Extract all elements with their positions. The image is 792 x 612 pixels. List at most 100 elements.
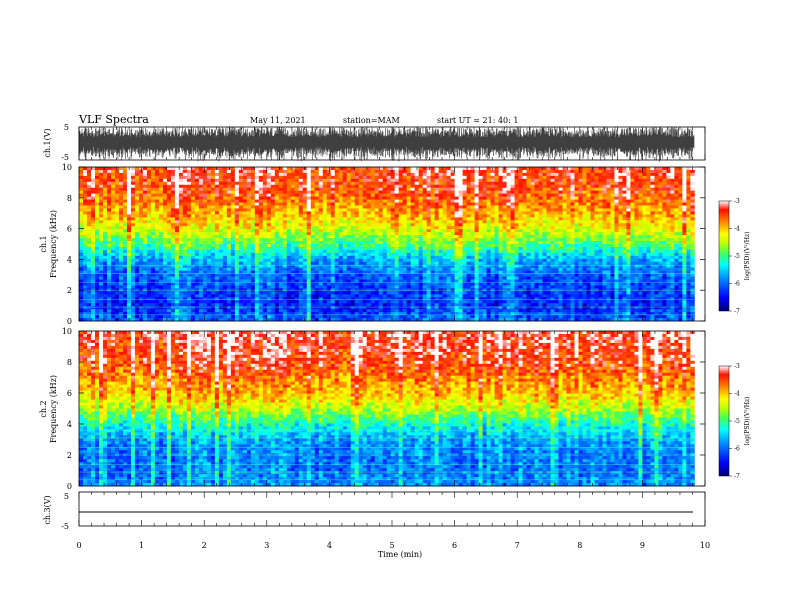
ch1-spectrogram-cell (110, 220, 116, 224)
ch1-spectrogram-cell (674, 205, 679, 209)
ch1-spectrogram-cell (650, 232, 655, 236)
ch1-spectrogram-cell (122, 208, 128, 212)
ch1-spectrogram-cell (482, 229, 487, 233)
ch1-spectrogram-cell (174, 167, 180, 171)
ch1-spectrogram-cell (158, 175, 164, 180)
ch1-spectrogram-cell (386, 223, 392, 227)
ch1-spectrogram-cell (574, 235, 579, 239)
ch1-spectrogram-cell (178, 241, 184, 245)
ch1-spectrogram-cell (402, 208, 408, 212)
ch1-spectrogram-cell (542, 187, 547, 192)
ch1-spectrogram-cell (418, 190, 424, 195)
ch1-spectrogram-cell (234, 175, 240, 180)
ch1-spectrogram-cell (158, 202, 164, 206)
ch1-spectrogram-cell (202, 208, 208, 212)
ch1-spectrogram-cell (246, 220, 252, 224)
ch1-spectrogram-cell (318, 214, 324, 218)
ch1-spectrogram-cell (318, 187, 324, 192)
ch1-spectrogram-cell (110, 261, 116, 266)
ch1-spectrogram-cell (282, 246, 288, 251)
ch1-spectrogram-cell (478, 196, 483, 200)
ch1-spectrogram-cell (426, 252, 432, 257)
ch1-spectrogram-cell (186, 169, 192, 174)
ch1-spectrogram-cell (602, 252, 607, 257)
ch1-spectrogram-cell (130, 187, 136, 192)
ch1-spectrogram-cell (506, 238, 511, 242)
ch1-spectrogram-cell (126, 223, 132, 227)
ch1-spectrogram-cell (626, 238, 631, 242)
ch1-spectrogram-cell (510, 196, 515, 200)
ch1-spectrogram-cell (322, 172, 328, 177)
ch1-spectrogram-cell (478, 175, 483, 180)
ch1-spectrogram-cell (362, 217, 368, 221)
ch1-spectrogram-cell (530, 249, 535, 254)
ch1-spectrogram-cell (326, 252, 332, 257)
ch1-spectrogram-cell (162, 178, 168, 183)
ch1-spectrogram-cell (546, 252, 551, 257)
ch1-spectrogram-cell (174, 246, 180, 251)
ch1-spectrogram-cell (562, 255, 567, 260)
ch1-spectrogram-cell (562, 193, 567, 198)
ch1-spectrogram-cell (626, 241, 631, 245)
ch1-spectrogram-cell (498, 232, 503, 236)
ch1-spectrogram-cell (326, 167, 332, 171)
ch1-spectrogram-cell (322, 184, 328, 189)
ch1-spectrogram-cell (83, 252, 88, 257)
ch1-spectrogram-cell (446, 169, 452, 174)
ch1-spectrogram-cell (79, 223, 84, 227)
ch1-spectrogram-cell (350, 202, 356, 206)
ch1-spectrogram-cell (330, 190, 336, 195)
ch1-spectrogram-cell (126, 220, 132, 224)
ch1-spectrogram-cell (418, 178, 424, 183)
ch1-spectrogram-cell (290, 175, 296, 180)
ch1-spectrogram-cell (262, 261, 268, 266)
ch1-spectrogram-cell (670, 190, 675, 195)
ch1-spectrogram-cell (314, 208, 320, 212)
ch1-spectrogram-cell (446, 226, 452, 230)
ch1-spectrogram-cell (198, 249, 204, 254)
ch1-spectrogram-cell (438, 217, 444, 221)
ch1-spectrogram-cell (206, 246, 212, 251)
ch1-spectrogram-cell (630, 172, 635, 177)
ch1-spectrogram-cell (318, 246, 324, 251)
ch1-spectrogram-cell (462, 214, 467, 218)
ch1-spectrogram-cell (414, 244, 420, 248)
ch1-spectrogram-cell (546, 244, 551, 248)
ch1-spectrogram-cell (386, 258, 392, 263)
ch1-spectrogram-cell (410, 187, 416, 192)
ch1-spectrogram-cell (558, 190, 563, 195)
ch1-spectrogram-cell (226, 261, 232, 266)
ch1-spectrogram-cell (102, 167, 108, 171)
ch1-spectrogram-cell (422, 175, 428, 180)
ch1-spectrogram-cell (622, 244, 627, 248)
ch1-spectrogram-cell (494, 187, 499, 192)
ch1-spectrogram-cell (374, 208, 380, 212)
ch1-spectrogram-cell (298, 169, 304, 174)
ch1-spectrogram-cell (234, 232, 240, 236)
ch1-spectrogram-cell (434, 199, 440, 203)
ch1-spectrogram-cell (306, 220, 312, 224)
ch1-spectrogram-cell (466, 211, 471, 215)
ch1-spectrogram-cell (658, 249, 663, 254)
ch1-spectrogram-cell (134, 249, 140, 254)
ch1-spectrogram-cell (294, 172, 300, 177)
ch1-spectrogram-cell (538, 187, 543, 192)
ch1-spectrogram-cell (506, 214, 511, 218)
ch1-spectrogram-cell (586, 167, 591, 171)
ch1-spectrogram-cell (642, 244, 647, 248)
ch1-spectrogram-cell (242, 196, 248, 200)
ch1-spectrogram-cell (122, 226, 128, 230)
ch1-spectrogram-cell (158, 208, 164, 212)
ch1-spectrogram-cell (446, 238, 452, 242)
ch1-spectrogram-cell (254, 178, 260, 183)
ch1-spectrogram-cell (682, 205, 687, 209)
ch1-spectrogram-cell (434, 196, 440, 200)
ch1-spectrogram-cell (522, 232, 527, 236)
ch1-spectrogram-cell (234, 223, 240, 227)
ch1-spectrogram-cell (278, 241, 284, 245)
ch1-spectrogram-cell (414, 184, 420, 189)
ch1-spectrogram-cell (658, 193, 663, 198)
ch1-spectrogram-cell (342, 249, 348, 254)
ch1-spectrogram-cell (418, 255, 424, 260)
ch1-spectrogram-cell (198, 235, 204, 239)
